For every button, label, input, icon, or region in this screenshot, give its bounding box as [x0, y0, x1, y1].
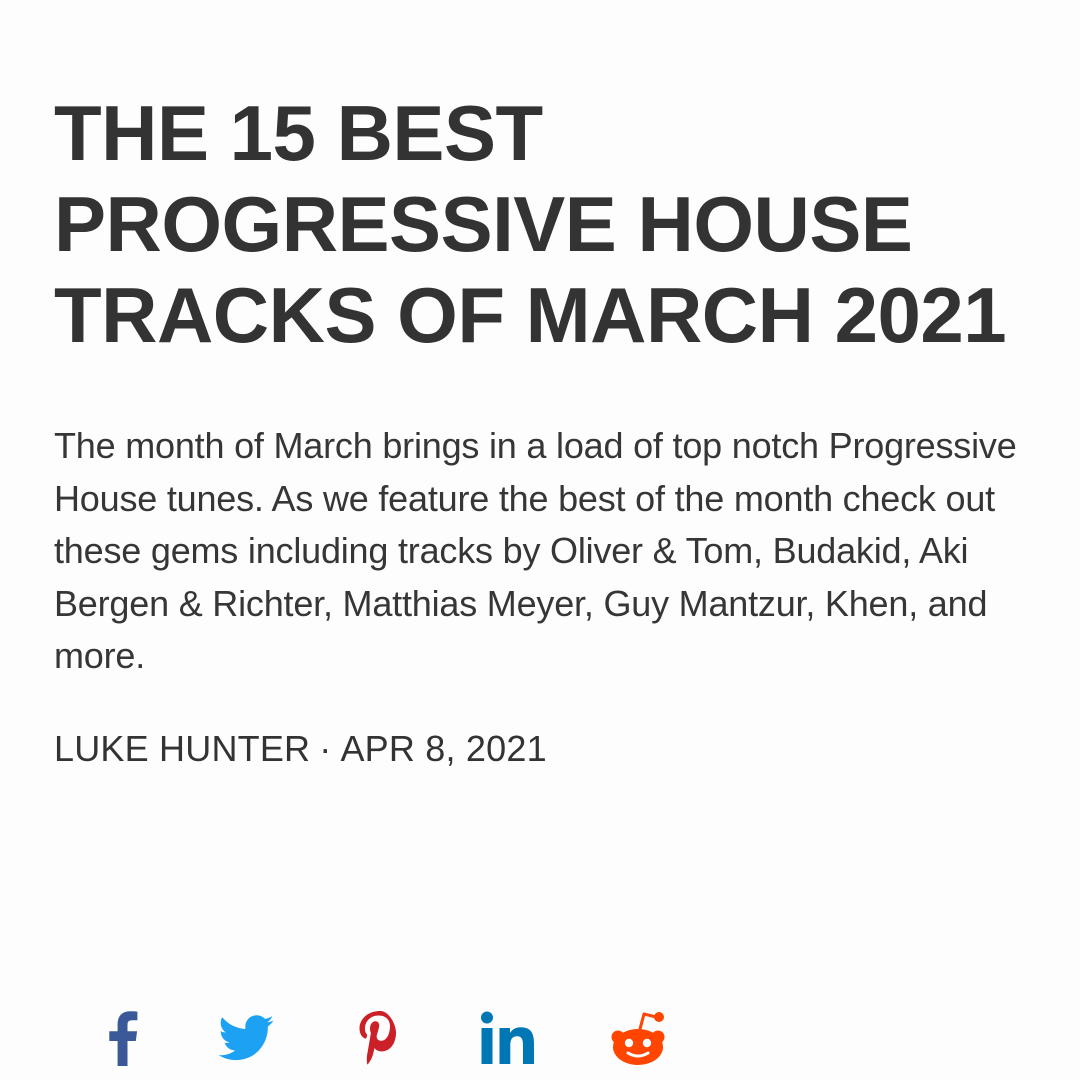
facebook-icon	[109, 1011, 138, 1066]
reddit-icon	[611, 1012, 665, 1065]
share-linkedin-button[interactable]	[475, 1005, 541, 1071]
pinterest-icon	[359, 1011, 396, 1065]
share-twitter-button[interactable]	[213, 1005, 279, 1071]
article-title: THE 15 BEST PROGRESSIVE HOUSE TRACKS OF …	[54, 89, 1007, 359]
share-facebook-button[interactable]	[90, 1005, 156, 1071]
publish-date: APR 8, 2021	[340, 727, 547, 769]
share-pinterest-button[interactable]	[346, 1005, 412, 1071]
share-bar	[90, 1005, 690, 1071]
linkedin-icon	[481, 1011, 534, 1064]
author-name[interactable]: LUKE HUNTER	[54, 727, 311, 769]
byline-separator: ·	[319, 727, 332, 769]
share-reddit-button[interactable]	[605, 1005, 671, 1071]
article-summary: The month of March brings in a load of t…	[54, 425, 1017, 676]
twitter-icon	[218, 1015, 274, 1061]
article-header: THE 15 BEST PROGRESSIVE HOUSE TRACKS OF …	[54, 88, 1044, 771]
byline: LUKE HUNTER · APR 8, 2021	[54, 727, 1044, 771]
